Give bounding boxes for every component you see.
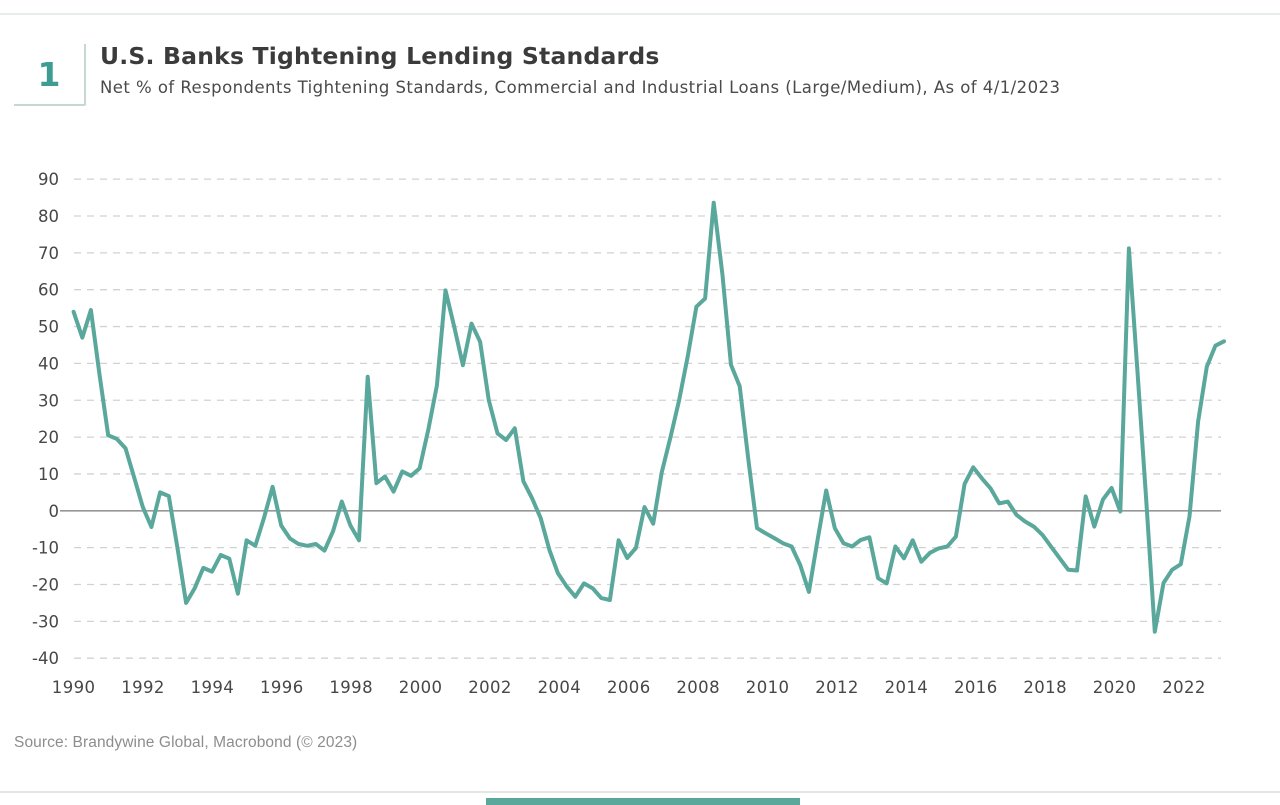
source-note: Source: Brandywine Global, Macrobond (© … xyxy=(14,734,358,751)
figure-number: 1 xyxy=(37,54,61,94)
y-axis-tick-label: 60 xyxy=(38,281,59,300)
y-axis-tick-label: 70 xyxy=(38,244,59,263)
x-axis-tick-label: 2022 xyxy=(1162,678,1206,697)
x-axis-tick-label: 2018 xyxy=(1023,678,1067,697)
x-axis-tick-label: 1990 xyxy=(52,678,96,697)
x-axis-tick-label: 2010 xyxy=(746,678,790,697)
x-axis-tick-label: 1996 xyxy=(260,678,304,697)
footer-divider xyxy=(0,791,1280,793)
y-axis-tick-label: 20 xyxy=(38,428,59,447)
x-axis-tick-label: 2012 xyxy=(815,678,859,697)
footer-accent-bar xyxy=(486,798,800,805)
x-axis-tick-label: 1994 xyxy=(191,678,235,697)
y-axis-tick-label: 80 xyxy=(38,207,59,226)
y-axis-tick-label: 90 xyxy=(38,170,59,189)
x-axis-tick-label: 2016 xyxy=(954,678,998,697)
y-axis-tick-label: 40 xyxy=(38,354,59,373)
y-axis-tick-label: 0 xyxy=(49,502,60,521)
y-axis-tick-label: 30 xyxy=(38,391,59,410)
x-axis-tick-label: 2014 xyxy=(885,678,929,697)
x-axis-tick-label: 2004 xyxy=(538,678,582,697)
chart-subtitle: Net % of Respondents Tightening Standard… xyxy=(100,78,1061,97)
x-axis-tick-label: 2000 xyxy=(399,678,443,697)
x-axis-tick-label: 1992 xyxy=(121,678,165,697)
y-axis-tick-label: -40 xyxy=(32,649,59,668)
x-axis-tick-label: 2008 xyxy=(676,678,720,697)
y-axis-tick-label: -30 xyxy=(32,612,59,631)
series-line-net-pct-tightening xyxy=(71,200,1226,634)
chart-title: U.S. Banks Tightening Lending Standards xyxy=(100,42,660,70)
figure-number-badge: 1 xyxy=(14,44,86,106)
y-axis-tick-label: 10 xyxy=(38,465,59,484)
x-axis-tick-label: 2020 xyxy=(1093,678,1137,697)
y-axis-tick-label: -10 xyxy=(32,539,59,558)
x-axis-tick-label: 2006 xyxy=(607,678,651,697)
y-axis-tick-label: -20 xyxy=(32,576,59,595)
top-divider xyxy=(0,13,1280,15)
x-axis-tick-label: 1998 xyxy=(329,678,373,697)
x-axis-tick-label: 2002 xyxy=(468,678,512,697)
y-axis-tick-label: 50 xyxy=(38,318,59,337)
